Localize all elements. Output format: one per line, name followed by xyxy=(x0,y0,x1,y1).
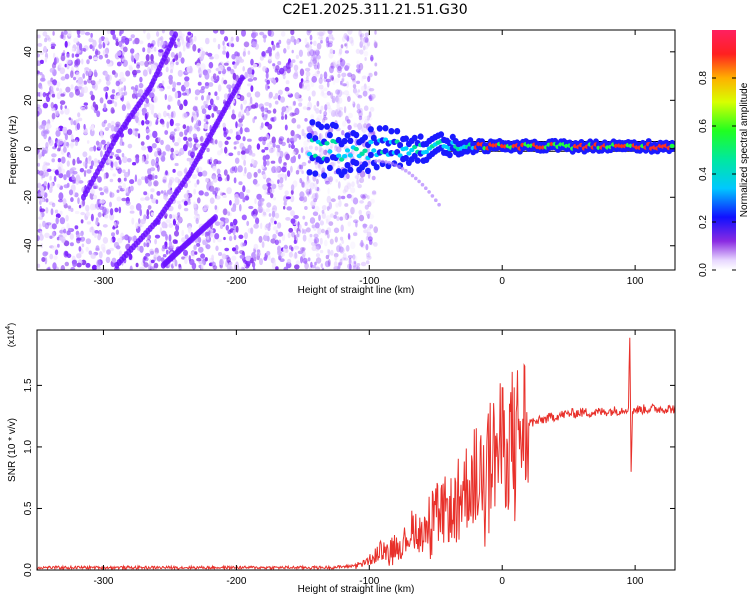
top-xtick-label: -100 xyxy=(359,276,379,287)
top-xtick-label: 0 xyxy=(499,276,505,287)
snr-ylabel: SNR (10 * v/v) xyxy=(7,418,18,482)
top-ytick-label: 20 xyxy=(23,94,34,106)
spectrogram-xlabel: Height of straight line (km) xyxy=(298,285,415,296)
spectrogram-marks xyxy=(37,30,675,270)
streak-2 xyxy=(160,214,218,269)
top-ytick-label: -40 xyxy=(23,238,34,253)
top-xtick-label: -200 xyxy=(226,276,246,287)
top-ytick-label: 0 xyxy=(23,146,34,152)
snr-panel: -300 -200 -100 0 100 0.0 0.5 1.0 1.5 Height of s… xyxy=(5,323,676,595)
bot-xtick-label: -200 xyxy=(226,576,246,587)
top-xtick-label: 100 xyxy=(627,276,644,287)
snr-line xyxy=(37,337,675,570)
snr-multiplier: (x104) xyxy=(5,323,16,347)
streak-0 xyxy=(81,31,178,201)
colorbar-tick-label: 0.0 xyxy=(698,263,709,277)
colorbar-tick-label: 0.2 xyxy=(698,215,709,229)
spectrogram-ylabel: Frequency (Hz) xyxy=(8,116,19,185)
bot-xtick-label: -100 xyxy=(359,576,379,587)
bot-xtick-label: 0 xyxy=(499,576,505,587)
top-ytick-label: -20 xyxy=(23,190,34,205)
bot-xtick-label: -300 xyxy=(93,576,113,587)
top-ytick-label: 40 xyxy=(23,46,34,58)
snr-xlabel: Height of straight line (km) xyxy=(298,584,415,595)
colorbar-ticks: 0.0 0.2 0.4 0.6 0.8 xyxy=(698,71,736,277)
top-xtick-label: -300 xyxy=(93,276,113,287)
carrier-band xyxy=(306,119,675,207)
noise-speckles xyxy=(37,30,379,270)
bot-ytick-label: 1.0 xyxy=(23,440,34,454)
colorbar-gradient xyxy=(712,30,736,270)
bot-xtick-label: 100 xyxy=(627,576,644,587)
colorbar: 0.0 0.2 0.4 0.6 0.8 Normalized spectral ampl… xyxy=(698,30,750,277)
bot-ytick-label: 0.0 xyxy=(23,563,34,577)
colorbar-tick-label: 0.8 xyxy=(698,71,709,85)
bot-ytick-label: 1.5 xyxy=(23,378,34,392)
streak-1 xyxy=(114,74,245,269)
colorbar-tick-label: 0.4 xyxy=(698,167,709,181)
bot-ytick-label: 0.5 xyxy=(23,501,34,515)
snr-ticks: -300 -200 -100 0 100 0.0 0.5 1.0 1.5 xyxy=(23,330,675,587)
chart-title: C2E1.2025.311.21.51.G30 xyxy=(282,2,468,18)
colorbar-label: Normalized spectral amplitude xyxy=(739,82,750,217)
snr-frame xyxy=(36,329,676,571)
colorbar-tick-label: 0.6 xyxy=(698,119,709,133)
spectrogram-frame xyxy=(36,29,676,271)
